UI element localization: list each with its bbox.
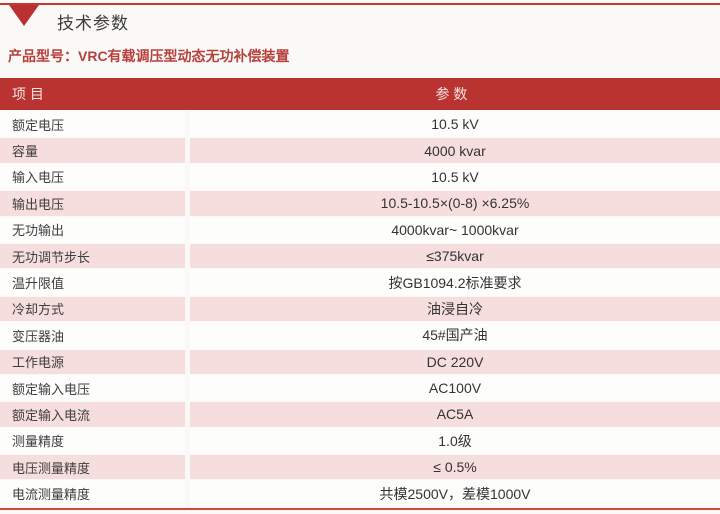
- item-cell: 电流测量精度: [0, 480, 185, 507]
- param-cell: ≤375kvar: [190, 243, 720, 269]
- table-body: 额定电压 10.5 kV 容量 4000 kvar 输入电压 10.5 kV 输…: [0, 111, 720, 507]
- table-row: 测量精度 1.0级: [0, 427, 720, 455]
- product-model-value: VRC有载调压型动态无功补偿装置: [78, 48, 290, 64]
- table-row: 输入电压 10.5 kV: [0, 163, 720, 191]
- param-cell: 共模2500V，差模1000V: [190, 480, 720, 507]
- table-row: 无功输出 4000kvar~ 1000kvar: [0, 216, 720, 243]
- param-cell: 10.5-10.5×(0-8) ×6.25%: [190, 190, 720, 216]
- table-row: 无功调节步长 ≤375kvar: [0, 243, 720, 269]
- item-cell: 额定输入电流: [0, 401, 185, 427]
- param-cell: 4000kvar~ 1000kvar: [190, 216, 720, 243]
- bottom-accent-line: [0, 507, 720, 510]
- param-cell: DC 220V: [190, 349, 720, 375]
- item-cell: 容量: [0, 137, 185, 163]
- item-cell: 工作电源: [0, 349, 185, 375]
- param-cell: ≤ 0.5%: [190, 454, 720, 480]
- table-row: 电流测量精度 共模2500V，差模1000V: [0, 480, 720, 507]
- table-row: 容量 4000 kvar: [0, 137, 720, 163]
- item-cell: 额定电压: [0, 111, 185, 138]
- item-cell: 测量精度: [0, 427, 185, 455]
- param-cell: 10.5 kV: [190, 163, 720, 191]
- item-cell: 变压器油: [0, 322, 185, 349]
- item-cell: 无功调节步长: [0, 243, 185, 269]
- table-row: 额定输入电流 AC5A: [0, 401, 720, 427]
- table-row: 额定电压 10.5 kV: [0, 111, 720, 138]
- spec-table: 项 目 参 数 额定电压 10.5 kV 容量 4000 kvar 输入电压 1…: [0, 78, 720, 507]
- item-cell: 输入电压: [0, 163, 185, 191]
- table-row: 工作电源 DC 220V: [0, 349, 720, 375]
- table-row: 温升限值 按GB1094.2标准要求: [0, 269, 720, 296]
- product-model-line: 产品型号：VRC有载调压型动态无功补偿装置: [0, 48, 720, 65]
- item-cell: 无功输出: [0, 216, 185, 243]
- product-model-label: 产品型号：: [8, 48, 78, 64]
- item-cell: 电压测量精度: [0, 454, 185, 480]
- param-cell: 4000 kvar: [190, 137, 720, 163]
- param-cell: 按GB1094.2标准要求: [190, 269, 720, 296]
- table-row: 电压测量精度 ≤ 0.5%: [0, 454, 720, 480]
- item-cell: 冷却方式: [0, 296, 185, 322]
- param-cell: AC100V: [190, 374, 720, 402]
- param-cell: 油浸自冷: [190, 296, 720, 322]
- item-cell: 温升限值: [0, 269, 185, 296]
- top-accent-line: [0, 3, 720, 5]
- table-row: 输出电压 10.5-10.5×(0-8) ×6.25%: [0, 190, 720, 216]
- table-row: 变压器油 45#国产油: [0, 322, 720, 349]
- table-row: 冷却方式 油浸自冷: [0, 296, 720, 322]
- table-header-row: 项 目 参 数: [0, 78, 720, 110]
- column-header-item: 项 目: [12, 86, 44, 102]
- section-title: 技术参数: [57, 14, 129, 33]
- param-cell: 45#国产油: [190, 322, 720, 349]
- red-down-triangle-icon: [9, 5, 39, 26]
- param-cell: 1.0级: [190, 427, 720, 455]
- item-cell: 额定输入电压: [0, 374, 185, 402]
- table-row: 额定输入电压 AC100V: [0, 374, 720, 402]
- column-header-param: 参 数: [435, 86, 468, 102]
- item-cell: 输出电压: [0, 190, 185, 216]
- param-cell: 10.5 kV: [190, 111, 720, 138]
- param-cell: AC5A: [190, 401, 720, 427]
- section-header: 技术参数: [0, 5, 720, 33]
